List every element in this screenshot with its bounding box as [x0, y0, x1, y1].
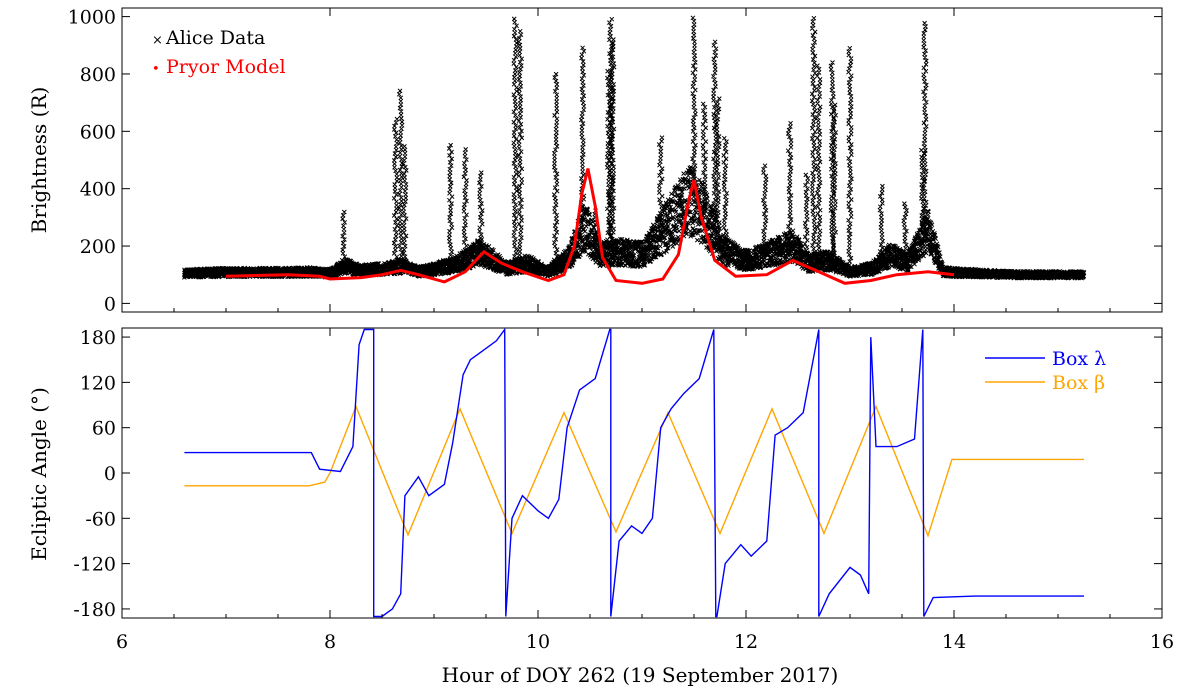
pryor-model-line — [225, 168, 955, 285]
brightness-y-tick-label: 0 — [104, 293, 116, 315]
brightness-y-tick-label: 800 — [80, 64, 116, 86]
brightness-panel: 0 200 400 600 800 1000 × Alice Data • Pryor M… — [27, 7, 1163, 315]
x-tick-label: 10 — [526, 631, 550, 653]
box-beta-line — [184, 404, 1084, 538]
brightness-y-axis-label: Brightness (R) — [27, 87, 51, 234]
x-tick-label: 14 — [942, 631, 966, 653]
legend-label-alice: Alice Data — [165, 27, 265, 49]
x-axis-ticks: 6 8 10 12 14 16 — [116, 8, 1174, 653]
brightness-y-tick-label: 200 — [80, 236, 116, 258]
ecliptic-y-tick-label: 0 — [104, 463, 116, 485]
alice-data-points — [182, 164, 1087, 281]
x-tick-label: 6 — [116, 631, 128, 653]
legend-marker-alice: × — [152, 33, 163, 48]
ecliptic-legend: Box λ Box β — [985, 348, 1106, 394]
ecliptic-y-axis-label: Ecliptic Angle (°) — [27, 387, 51, 561]
legend-label-pryor: Pryor Model — [166, 56, 286, 78]
legend-label-beta: Box β — [1052, 372, 1105, 394]
x-axis-label: Hour of DOY 262 (19 September 2017) — [442, 663, 839, 687]
box-lambda-line — [184, 327, 1084, 618]
ecliptic-panel: 180 120 60 0 -60 -120 -180 Box λ Box β Eclipti… — [27, 327, 1163, 621]
ecliptic-y-tick-label: 120 — [80, 372, 116, 394]
ecliptic-y-tick-label: -120 — [73, 554, 116, 576]
brightness-y-tick-label: 600 — [80, 121, 116, 143]
x-tick-label: 12 — [734, 631, 758, 653]
brightness-legend: × Alice Data • Pryor Model — [152, 27, 286, 78]
legend-label-lambda: Box λ — [1052, 348, 1106, 370]
brightness-y-tick-label: 400 — [80, 179, 116, 201]
ecliptic-y-tick-label: -60 — [85, 508, 116, 530]
x-tick-label: 16 — [1150, 631, 1174, 653]
brightness-y-ticks: 0 200 400 600 800 1000 — [68, 7, 1162, 315]
alice-data-series — [182, 15, 1087, 281]
alice-data-spikes — [339, 15, 929, 275]
ecliptic-y-tick-label: 180 — [80, 327, 116, 349]
legend-marker-pryor: • — [152, 62, 160, 77]
ecliptic-y-tick-label: 60 — [92, 418, 116, 440]
x-tick-label: 8 — [324, 631, 336, 653]
brightness-y-tick-label: 1000 — [68, 7, 116, 29]
ecliptic-y-ticks: 180 120 60 0 -60 -120 -180 — [73, 327, 1162, 621]
ecliptic-y-tick-label: -180 — [73, 599, 116, 621]
